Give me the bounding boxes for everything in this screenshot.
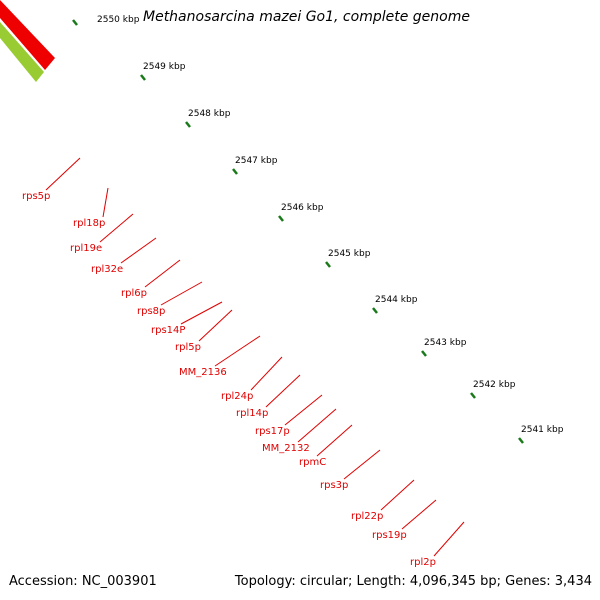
gene-label: rpmC xyxy=(299,457,326,468)
gene-label: rpl18p xyxy=(73,218,105,229)
gene-label-leader xyxy=(343,449,381,480)
gene-label: rpl14p xyxy=(236,408,268,419)
gene-label: rps19p xyxy=(372,530,407,541)
gene-labels: rps5p rpl18p rpl19e rpl32e rpl6p rps8p rps14P r… xyxy=(22,191,436,568)
gene-label: MM_2136 xyxy=(179,367,227,378)
gene-label: rpl5p xyxy=(175,342,201,353)
gene-label-leader xyxy=(316,424,353,457)
scale-tick-label: 2550 kbp xyxy=(97,15,140,25)
gene-label: rpl24p xyxy=(221,391,253,402)
gene-label: rpl19e xyxy=(70,243,102,254)
scale-tick: 2541 kbp xyxy=(518,425,564,444)
gene-label-leader xyxy=(380,479,415,511)
gene-label-leader xyxy=(102,187,109,218)
gene-label-leaders xyxy=(45,157,465,557)
scale-tick: 2550 kbp xyxy=(72,15,140,26)
gene-label: rpl2p xyxy=(410,557,436,568)
gene-label-leader xyxy=(144,259,181,288)
scale-tick-label: 2545 kbp xyxy=(328,249,371,259)
gene-label: rps14P xyxy=(151,325,185,336)
gene-label-leader xyxy=(433,521,465,557)
gene-label: rps3p xyxy=(320,480,348,491)
scale-tick: 2549 kbp xyxy=(140,62,186,81)
upstream-feature xyxy=(0,22,44,82)
genome-tracks xyxy=(0,0,600,261)
gene-label: rpl32e xyxy=(91,264,123,275)
gene-label: rps8p xyxy=(137,306,165,317)
gene-label-leader xyxy=(401,499,437,530)
gene-label: MM_2132 xyxy=(262,443,310,454)
scale-tick-marks xyxy=(209,0,600,341)
gene-label-leader xyxy=(265,374,301,408)
gene-band-light xyxy=(291,0,600,261)
gene-label-leader xyxy=(180,301,223,325)
accession-text: Accession: NC_003901 xyxy=(9,574,157,589)
scale-tick-labels: 2550 kbp 2549 kbp 2548 kbp 2547 kbp 2546 kbp… xyxy=(72,15,564,444)
genome-title: Methanosarcina mazei Go1, complete genom… xyxy=(143,9,470,25)
scale-tick: 2544 kbp xyxy=(372,295,418,314)
scale-tick-label: 2547 kbp xyxy=(235,156,278,166)
gene-label-leader xyxy=(120,237,157,264)
upstream-gene xyxy=(0,0,55,70)
gene-label-leader xyxy=(214,335,261,367)
scale-tick: 2547 kbp xyxy=(232,156,278,175)
gene-label-leader xyxy=(297,408,337,443)
scale-tick-label: 2548 kbp xyxy=(188,109,231,119)
gene-label-leader xyxy=(284,394,323,426)
gene-label: rps17p xyxy=(255,426,290,437)
scale-tick-label: 2549 kbp xyxy=(143,62,186,72)
gene-label-leader xyxy=(198,309,233,342)
scale-tick: 2548 kbp xyxy=(185,109,231,128)
scale-tick: 2542 kbp xyxy=(470,380,516,399)
topology-text: Topology: circular; Length: 4,096,345 bp… xyxy=(234,574,592,589)
gene-label: rpl22p xyxy=(351,511,383,522)
gene-label: rpl6p xyxy=(121,288,147,299)
scale-tick: 2546 kbp xyxy=(278,203,324,222)
scale-tick-label: 2543 kbp xyxy=(424,338,467,348)
scale-tick-label: 2542 kbp xyxy=(473,380,516,390)
scale-tick: 2545 kbp xyxy=(325,249,371,268)
gene-label-leader xyxy=(250,356,283,391)
scale-tick-label: 2541 kbp xyxy=(521,425,564,435)
gene-label-leader xyxy=(45,157,81,191)
gene-label-leader xyxy=(99,213,134,243)
backbone-outer xyxy=(321,0,600,229)
backbone-inner xyxy=(308,0,600,243)
scale-tick: 2543 kbp xyxy=(421,338,467,357)
gene-label-leader xyxy=(160,281,203,306)
scale-tick-label: 2546 kbp xyxy=(281,203,324,213)
scale-tick-label: 2544 kbp xyxy=(375,295,418,305)
gene-label: rps5p xyxy=(22,191,50,202)
